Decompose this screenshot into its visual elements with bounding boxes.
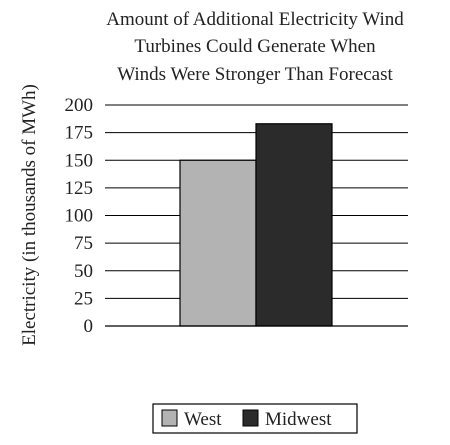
- y-tick-label: 125: [65, 178, 94, 199]
- legend: West Midwest: [152, 403, 358, 434]
- y-tick-label: 0: [84, 316, 94, 337]
- y-tick-label: 100: [65, 206, 94, 227]
- y-tick-label: 50: [74, 261, 93, 282]
- bars: [179, 123, 333, 327]
- y-tick-label: 175: [65, 123, 94, 144]
- y-tick-label: 200: [65, 95, 94, 116]
- legend-swatch-midwest: [242, 409, 259, 427]
- chart-title: Amount of Additional Electricity Wind Tu…: [106, 9, 404, 85]
- chart-title-line: Winds Were Stronger Than Forecast: [117, 64, 393, 85]
- y-tick-label: 150: [65, 150, 94, 171]
- bar-midwest: [255, 123, 333, 327]
- legend-label-midwest: Midwest: [265, 409, 332, 430]
- chart-title-line: Amount of Additional Electricity Wind: [106, 9, 404, 30]
- y-tick-label: 75: [74, 233, 93, 254]
- legend-swatch-west: [161, 409, 178, 427]
- chart-title-line: Turbines Could Generate When: [134, 36, 376, 57]
- legend-frame: [152, 403, 358, 434]
- y-tick-label: 25: [74, 288, 93, 309]
- y-axis-label: Electricity (in thousands of MWh): [19, 84, 40, 346]
- bar-west: [179, 159, 257, 327]
- y-axis-ticks: 0 25 50 75 100 125 150 175 200: [65, 95, 94, 337]
- legend-label-west: West: [184, 409, 222, 430]
